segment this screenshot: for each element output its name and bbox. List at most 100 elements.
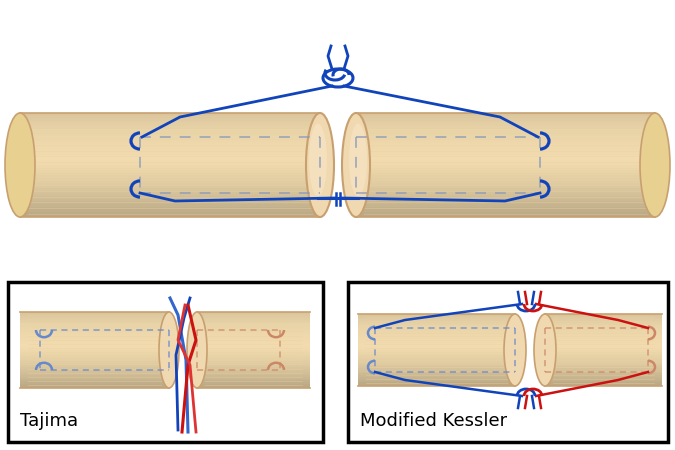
Bar bbox=[358, 318, 515, 320]
Bar bbox=[356, 136, 655, 140]
Bar bbox=[358, 341, 515, 343]
Bar bbox=[358, 328, 515, 330]
Bar bbox=[356, 196, 655, 199]
Bar bbox=[20, 369, 169, 371]
Bar bbox=[197, 363, 310, 365]
Bar bbox=[20, 331, 169, 333]
Bar bbox=[197, 369, 310, 371]
Bar bbox=[20, 363, 169, 365]
Bar bbox=[20, 382, 169, 384]
Bar bbox=[356, 152, 655, 155]
Bar bbox=[197, 324, 310, 326]
Bar bbox=[20, 183, 320, 186]
Bar bbox=[356, 155, 655, 157]
Bar bbox=[20, 324, 169, 326]
Bar bbox=[20, 380, 169, 382]
Bar bbox=[545, 345, 662, 346]
Bar bbox=[545, 314, 662, 316]
Bar bbox=[545, 338, 662, 339]
Bar bbox=[20, 367, 169, 369]
Bar bbox=[20, 191, 320, 194]
Bar bbox=[545, 374, 662, 375]
Bar bbox=[545, 336, 662, 338]
Bar bbox=[545, 381, 662, 382]
Bar bbox=[20, 214, 320, 217]
Bar bbox=[20, 116, 320, 118]
Bar bbox=[20, 196, 320, 199]
Bar bbox=[20, 162, 320, 165]
Bar bbox=[545, 384, 662, 386]
Bar bbox=[358, 381, 515, 382]
Bar bbox=[545, 332, 662, 334]
Bar bbox=[20, 129, 320, 131]
Bar bbox=[358, 384, 515, 386]
Bar bbox=[545, 382, 662, 384]
Bar bbox=[545, 320, 662, 321]
Bar bbox=[356, 194, 655, 197]
Bar bbox=[20, 134, 320, 137]
Bar bbox=[358, 382, 515, 384]
Bar bbox=[197, 331, 310, 333]
Bar bbox=[358, 345, 515, 346]
Bar bbox=[358, 379, 515, 381]
Bar bbox=[358, 370, 515, 372]
Bar bbox=[20, 144, 320, 147]
Bar bbox=[545, 323, 662, 325]
Bar bbox=[356, 209, 655, 212]
Bar bbox=[20, 160, 320, 163]
Bar bbox=[545, 356, 662, 357]
Bar bbox=[20, 384, 169, 387]
Bar bbox=[197, 342, 310, 345]
Bar bbox=[20, 178, 320, 181]
Bar bbox=[356, 180, 655, 184]
Bar bbox=[545, 339, 662, 341]
Bar bbox=[545, 364, 662, 366]
Bar bbox=[197, 371, 310, 373]
Bar bbox=[356, 173, 655, 176]
Bar bbox=[20, 121, 320, 124]
Bar bbox=[545, 368, 662, 370]
Bar bbox=[20, 354, 169, 356]
Bar bbox=[20, 373, 169, 375]
Bar bbox=[356, 191, 655, 194]
Bar bbox=[20, 314, 169, 316]
Bar bbox=[356, 160, 655, 163]
Bar bbox=[356, 139, 655, 142]
Bar bbox=[358, 327, 515, 328]
Bar bbox=[356, 144, 655, 147]
Bar bbox=[20, 327, 169, 329]
Bar bbox=[20, 142, 320, 144]
Bar bbox=[197, 321, 310, 324]
Bar bbox=[20, 346, 169, 348]
Bar bbox=[20, 321, 169, 324]
Bar bbox=[197, 358, 310, 360]
Bar bbox=[197, 352, 310, 354]
Bar bbox=[545, 370, 662, 372]
Bar bbox=[197, 314, 310, 316]
Bar bbox=[20, 318, 169, 320]
Bar bbox=[20, 329, 169, 331]
Bar bbox=[356, 199, 655, 202]
Ellipse shape bbox=[640, 113, 670, 217]
Bar bbox=[8, 282, 323, 442]
Bar bbox=[20, 341, 169, 343]
Bar bbox=[356, 183, 655, 186]
Bar bbox=[20, 123, 320, 126]
Bar bbox=[356, 214, 655, 217]
Bar bbox=[358, 350, 515, 352]
Bar bbox=[356, 113, 655, 116]
Bar bbox=[545, 379, 662, 381]
Bar bbox=[20, 149, 320, 152]
Ellipse shape bbox=[534, 314, 556, 386]
Bar bbox=[545, 321, 662, 323]
Bar bbox=[20, 207, 320, 210]
Bar bbox=[358, 354, 515, 356]
Bar bbox=[20, 204, 320, 207]
Bar bbox=[356, 149, 655, 152]
Bar bbox=[545, 343, 662, 345]
Bar bbox=[20, 375, 169, 377]
Bar bbox=[197, 350, 310, 352]
Bar bbox=[356, 186, 655, 189]
Bar bbox=[358, 361, 515, 363]
Bar bbox=[356, 157, 655, 160]
